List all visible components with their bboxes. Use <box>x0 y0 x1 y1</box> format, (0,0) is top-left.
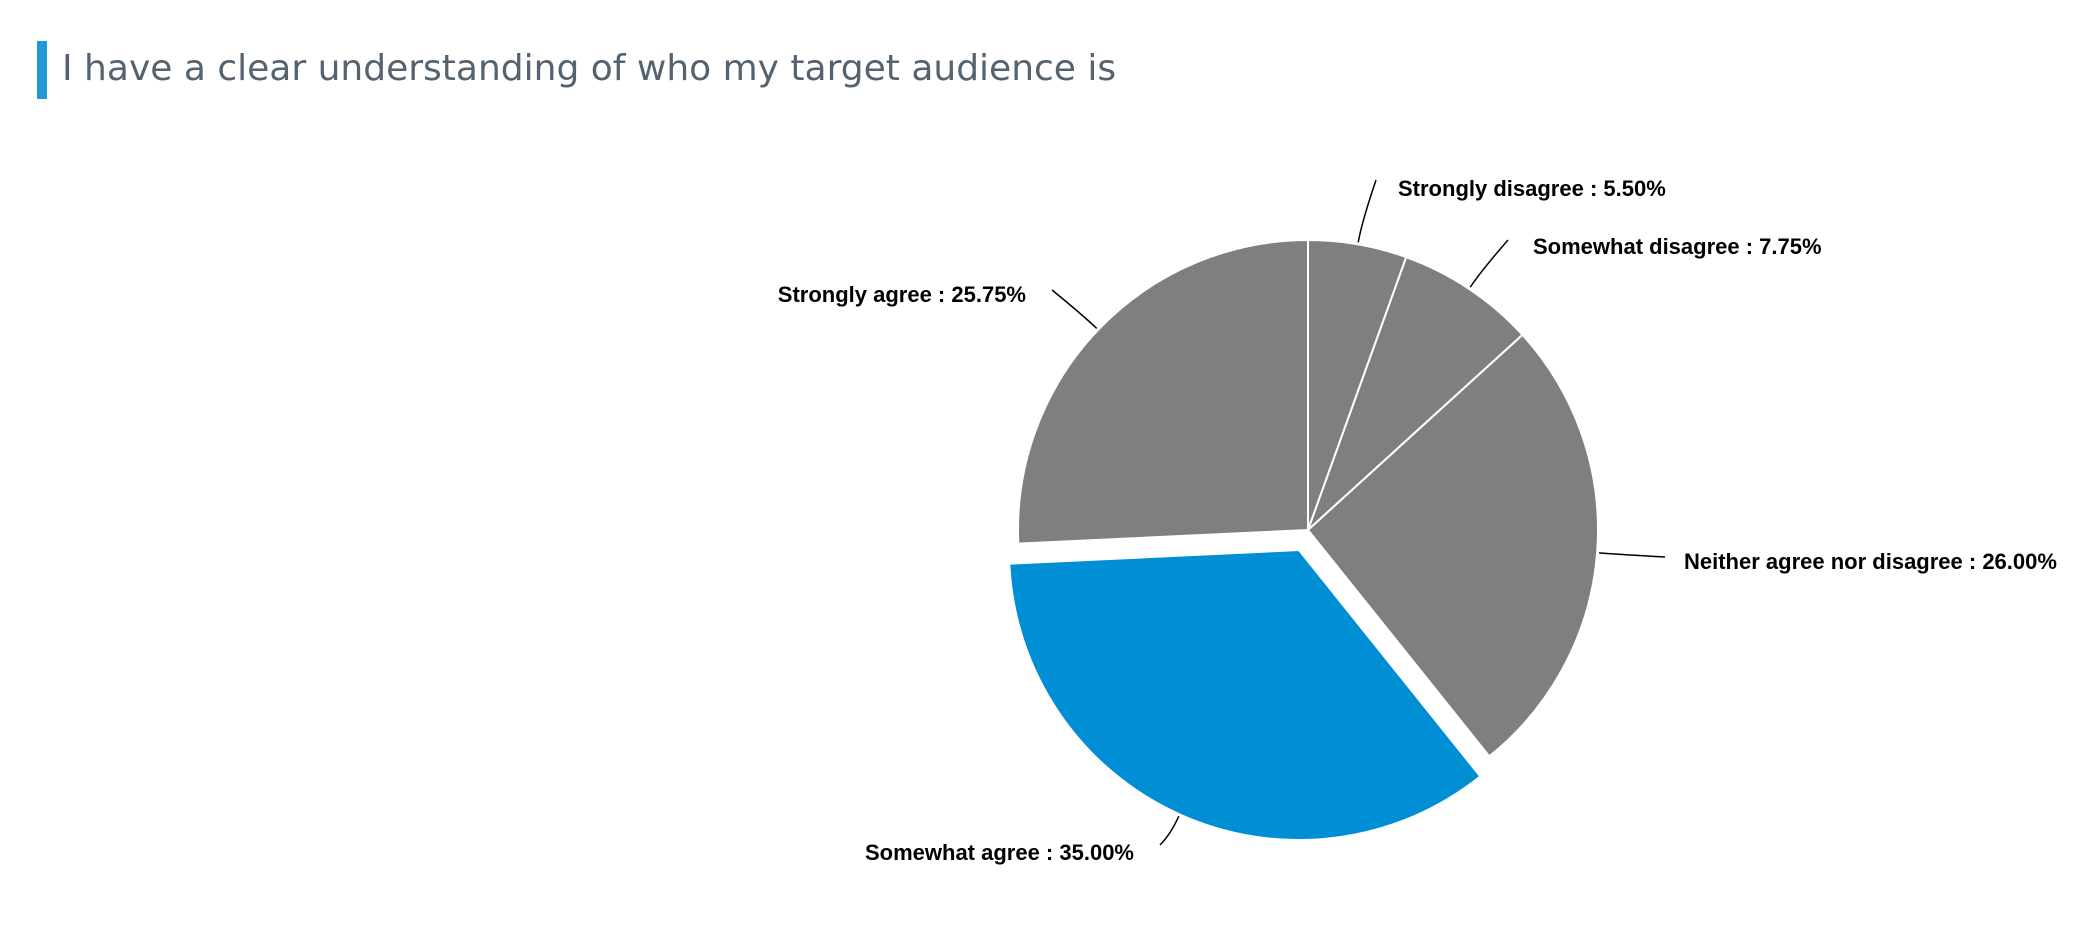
leader-line-strongly-disagree <box>1357 179 1377 243</box>
title-accent-bar <box>37 41 47 99</box>
slice-labels: Strongly disagree : 5.50% Somewhat disagr… <box>778 176 2057 865</box>
slice-label-strongly-disagree: Strongly disagree : 5.50% <box>1398 176 1666 201</box>
pie-slice-neither-agree-nor-disagree[interactable] <box>1306 333 1599 758</box>
slice-label-somewhat-agree: Somewhat agree : 35.00% <box>865 840 1134 865</box>
leader-line-somewhat-disagree <box>1469 239 1509 288</box>
slice-label-neither-agree-nor-disagree: Neither agree nor disagree : 26.00% <box>1684 549 2057 574</box>
slice-label-strongly-agree: Strongly agree : 25.75% <box>778 282 1026 307</box>
chart-title: I have a clear understanding of who my t… <box>62 48 1117 89</box>
leader-line-neither-agree-nor-disagree <box>1599 552 1666 558</box>
leader-line-somewhat-agree <box>1159 815 1180 846</box>
slice-label-somewhat-disagree: Somewhat disagree : 7.75% <box>1533 234 1822 259</box>
pie-slice-strongly-agree[interactable] <box>1016 238 1309 545</box>
leader-line-strongly-agree <box>1051 289 1098 329</box>
pie-slices <box>1008 238 1599 842</box>
leader-lines <box>1051 179 1666 846</box>
pie-slice-somewhat-agree[interactable] <box>1008 549 1482 842</box>
pie-slice-somewhat-disagree[interactable] <box>1307 255 1524 531</box>
